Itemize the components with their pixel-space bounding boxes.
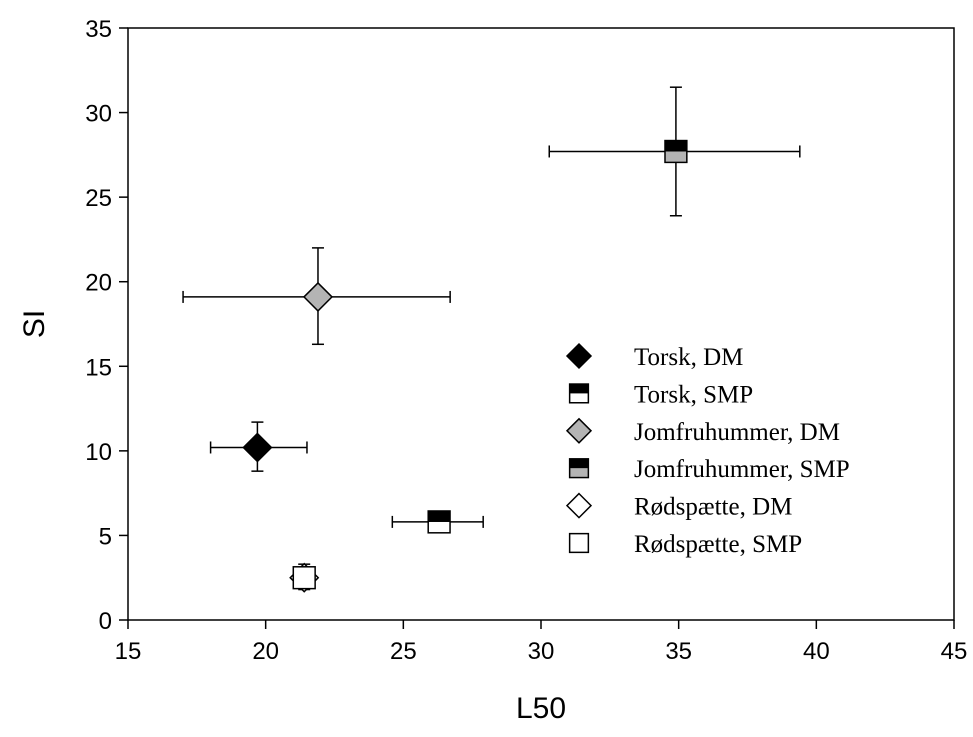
x-tick-label: 15 [115,638,142,665]
data-point [292,566,316,590]
y-tick-label: 35 [85,16,112,43]
y-tick-label: 15 [85,354,112,381]
y-tick-label: 30 [85,101,112,128]
x-axis-ticks: 15 20 25 30 35 40 45 [115,620,968,665]
marker-square-top [664,140,687,152]
marker-square-outline [427,510,451,534]
legend-label: Rødspætte, SMP [634,531,802,558]
marker-square-top [569,458,589,469]
marker-square-bottom [569,393,589,403]
y-tick-label: 25 [85,185,112,212]
data-point [664,139,688,164]
x-axis-title: L50 [516,692,566,725]
marker-square-top [569,384,589,394]
marker-square-outline [568,383,590,404]
y-tick-label: 10 [85,439,112,466]
x-tick-label: 40 [803,638,830,665]
legend-label: Rødspætte, DM [634,494,792,521]
legend-label: Jomfruhummer, SMP [634,456,850,483]
marker-diamond [565,342,593,370]
y-tick-label: 0 [99,608,112,635]
x-tick-label: 20 [252,638,279,665]
data-point [427,510,451,534]
marker-diamond [565,492,593,519]
legend-label: Jomfruhummer, DM [634,419,840,446]
marker-square-bottom [569,468,589,478]
marker-square-bottom [428,521,451,533]
legend-label: Torsk, SMP [634,381,753,408]
marker-square [568,532,590,554]
data-point [242,432,273,463]
marker-diamond [302,281,334,312]
y-axis-title: SI [18,310,51,338]
marker-square-top [428,510,451,522]
plot-area-frame [127,27,955,621]
marker-square-outline [568,458,590,479]
legend-item: Jomfruhummer, SMP [568,456,850,483]
marker-square-bottom [664,151,687,163]
legend-item: Torsk, DM [565,342,743,371]
legend-item: Torsk, SMP [568,381,753,408]
data-point [302,281,334,312]
x-tick-label: 45 [941,638,968,665]
marker-square [292,566,316,590]
y-tick-label: 5 [99,523,112,550]
marker-diamond [242,432,273,463]
legend-item: Rødspætte, DM [565,492,792,521]
x-tick-label: 30 [528,638,555,665]
legend-item: Rødspætte, SMP [568,531,802,558]
legend: Torsk, DM Torsk, SMP Jomfruhummer, DM Jomfr… [565,342,850,558]
marker-square-outline [664,139,688,164]
x-tick-label: 25 [390,638,417,665]
legend-label: Torsk, DM [634,344,743,371]
data-markers [242,139,688,593]
y-axis-ticks: 0 5 10 15 20 25 30 35 [85,16,128,635]
x-tick-label: 35 [665,638,692,665]
y-tick-label: 20 [85,270,112,297]
legend-item: Jomfruhummer, DM [565,417,840,446]
marker-diamond [565,417,593,444]
